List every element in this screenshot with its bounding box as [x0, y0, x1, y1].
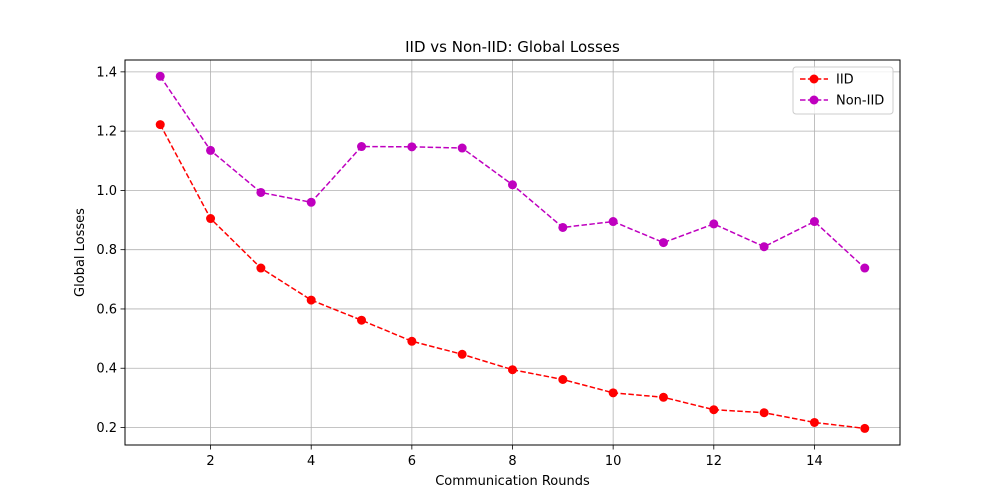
chart-title: IID vs Non-IID: Global Losses: [405, 38, 620, 56]
x-tick-label: 2: [206, 454, 214, 469]
data-point-non-iid: [608, 217, 618, 227]
y-tick-label: 0.4: [96, 362, 117, 377]
data-point-iid: [256, 263, 266, 273]
data-point-non-iid: [256, 187, 266, 197]
data-point-iid: [508, 365, 517, 375]
legend-label-non-iid: Non-IID: [836, 94, 884, 109]
y-tick-label: 1.4: [96, 65, 117, 80]
x-tick-label: 6: [408, 454, 416, 469]
data-point-non-iid: [809, 217, 819, 227]
data-point-non-iid: [206, 145, 216, 155]
x-tick-label: 10: [605, 454, 622, 469]
data-point-non-iid: [508, 180, 517, 190]
legend-marker-iid: [809, 74, 819, 84]
x-tick-label: 14: [806, 454, 823, 469]
y-tick-label: 1.0: [96, 184, 117, 199]
y-tick-label: 0.8: [96, 243, 117, 258]
y-axis-label: Global Losses: [73, 208, 88, 297]
data-point-iid: [809, 417, 819, 427]
legend-label-iid: IID: [836, 73, 854, 88]
data-point-non-iid: [558, 222, 568, 232]
legend: IID Non-IID: [792, 66, 894, 115]
data-point-non-iid: [155, 71, 165, 81]
y-tick-label: 0.2: [96, 421, 117, 436]
data-point-iid: [860, 423, 870, 433]
data-point-iid: [457, 349, 467, 359]
data-point-non-iid: [658, 238, 668, 248]
legend-marker-non-iid: [809, 95, 819, 105]
x-tick-label: 8: [508, 454, 516, 469]
data-point-iid: [658, 392, 668, 402]
grid: [125, 60, 900, 445]
data-point-iid: [306, 295, 316, 305]
data-point-iid: [558, 375, 568, 384]
data-point-non-iid: [759, 242, 769, 252]
data-point-non-iid: [357, 142, 367, 152]
series-layer: [155, 71, 870, 433]
y-tick-label: 0.6: [96, 302, 117, 317]
data-point-non-iid: [860, 263, 870, 273]
ticks: 2 4 6 8 10 12 14 0.2 0.4 0.6 0.8 1.0 1.2 1.4: [96, 65, 822, 469]
data-point-non-iid: [407, 142, 417, 152]
data-point-iid: [759, 408, 769, 418]
series-line-iid: [159, 124, 865, 430]
data-point-iid: [155, 120, 165, 130]
x-axis-label: Communication Rounds: [435, 474, 590, 489]
data-point-iid: [206, 214, 216, 224]
data-point-iid: [357, 315, 367, 325]
x-tick-label: 4: [307, 454, 315, 469]
data-point-non-iid: [306, 197, 316, 207]
data-point-iid: [608, 388, 618, 398]
data-point-iid: [407, 336, 417, 346]
y-tick-label: 1.2: [96, 125, 117, 140]
data-point-non-iid: [709, 219, 719, 229]
data-point-iid: [709, 405, 719, 415]
x-tick-label: 12: [706, 454, 723, 469]
data-point-non-iid: [457, 143, 467, 153]
